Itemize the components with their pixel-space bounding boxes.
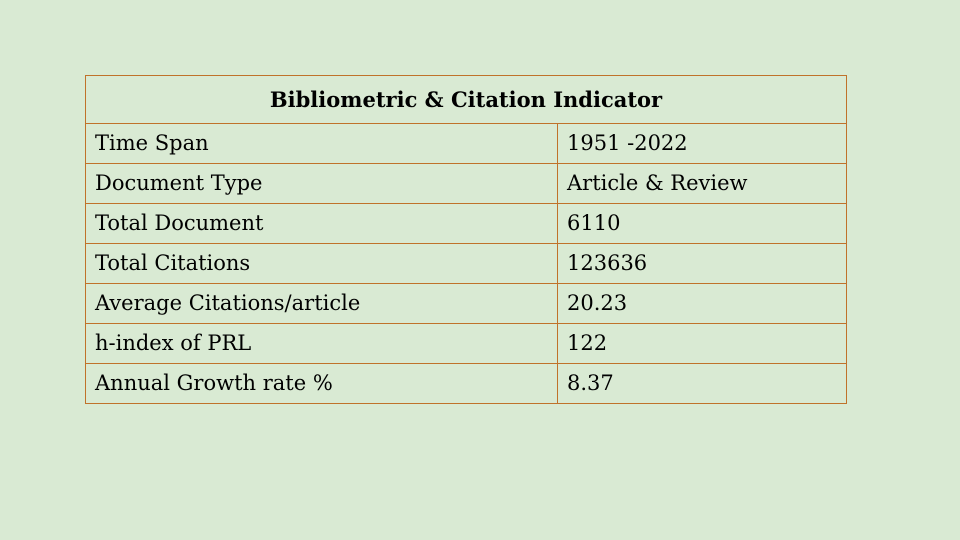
table-row: Time Span 1951 -2022 bbox=[85, 123, 847, 164]
row-value: 6110 bbox=[557, 203, 847, 244]
table-row: Total Document 6110 bbox=[85, 203, 847, 244]
row-value: 123636 bbox=[557, 243, 847, 284]
table-header-row: Bibliometric & Citation Indicator bbox=[85, 75, 847, 124]
row-value: Article & Review bbox=[557, 163, 847, 204]
row-label: Document Type bbox=[85, 163, 558, 204]
row-value: 122 bbox=[557, 323, 847, 364]
table-row: Document Type Article & Review bbox=[85, 163, 847, 204]
row-value: 20.23 bbox=[557, 283, 847, 324]
row-label: Annual Growth rate % bbox=[85, 363, 558, 404]
row-label: Total Citations bbox=[85, 243, 558, 284]
row-label: Total Document bbox=[85, 203, 558, 244]
table-title: Bibliometric & Citation Indicator bbox=[85, 75, 847, 124]
row-label: h-index of PRL bbox=[85, 323, 558, 364]
row-label: Time Span bbox=[85, 123, 558, 164]
row-label: Average Citations/article bbox=[85, 283, 558, 324]
indicator-table: Bibliometric & Citation Indicator Time S… bbox=[85, 75, 847, 404]
table-row: Average Citations/article 20.23 bbox=[85, 283, 847, 324]
table-row: Total Citations 123636 bbox=[85, 243, 847, 284]
row-value: 8.37 bbox=[557, 363, 847, 404]
table-row: h-index of PRL 122 bbox=[85, 323, 847, 364]
table-row: Annual Growth rate % 8.37 bbox=[85, 363, 847, 404]
row-value: 1951 -2022 bbox=[557, 123, 847, 164]
